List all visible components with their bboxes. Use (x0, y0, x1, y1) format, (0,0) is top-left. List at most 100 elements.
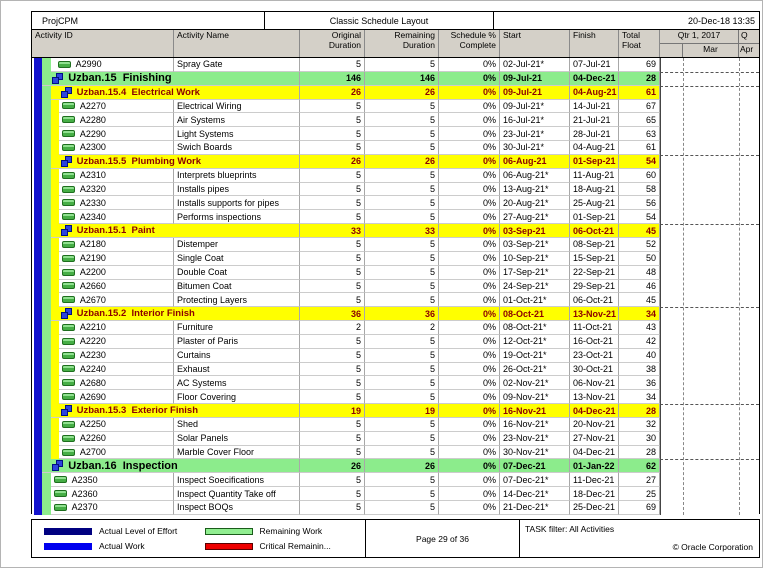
activity-name-cell: Protecting Layers (173, 293, 300, 308)
activity-row[interactable]: A2350 Inspect Soecifications 5 5 0% 07-Dec-21… (32, 473, 759, 488)
gantt-timeline-header: Qtr 1, 2017 Q Mar Apr (660, 30, 759, 57)
activity-id-cell: A2370 (50, 501, 174, 515)
wbs-band-strip (42, 307, 51, 322)
project-band-strip (34, 182, 43, 197)
activity-row[interactable]: A2200 Double Coat 5 5 0% 17-Sep-21* 22-Sep-21 4… (32, 265, 759, 280)
schedule-pct-cell: 0% (438, 237, 500, 252)
original-duration-cell: 5 (299, 58, 365, 72)
activity-row[interactable]: A2680 AC Systems 5 5 0% 02-Nov-21* 06-Nov-21 36 (32, 376, 759, 391)
activity-row[interactable]: A2660 Bitumen Coat 5 5 0% 24-Sep-21* 29-Sep-21… (32, 279, 759, 294)
group-row[interactable]: Uzban.15 Finishing 146 146 0% 09-Jul-21 04-De… (32, 71, 759, 86)
project-band-strip (34, 307, 43, 322)
activity-row[interactable]: A2690 Floor Covering 5 5 0% 09-Nov-21* 13-Nov-… (32, 390, 759, 405)
start-date-cell: 23-Jul-21* (499, 127, 570, 142)
schedule-pct-cell: 0% (438, 404, 500, 418)
activity-row[interactable]: A2370 Inspect BOQs 5 5 0% 21-Dec-21* 25-Dec-21… (32, 501, 759, 515)
remaining-duration-cell: 5 (364, 141, 439, 155)
activity-row[interactable]: A2320 Installs pipes 5 5 0% 13-Aug-21* 18-Aug-… (32, 182, 759, 197)
activity-row[interactable]: A2230 Curtains 5 5 0% 19-Oct-21* 23-Oct-21 40 (32, 348, 759, 363)
start-date-cell: 02-Jul-21* (499, 58, 570, 72)
activity-row[interactable]: A2240 Exhaust 5 5 0% 26-Oct-21* 30-Oct-21 38 (32, 362, 759, 377)
wbs-band-strip (42, 154, 51, 169)
activity-id-label: A2240 (79, 363, 106, 374)
group-label: Uzban.15.2 Interior Finish (76, 308, 195, 320)
finish-date-cell: 11-Oct-21 (569, 321, 619, 335)
activity-row[interactable]: A2270 Electrical Wiring 5 5 0% 09-Jul-21* 14-J… (32, 99, 759, 114)
start-date-cell: 13-Aug-21* (499, 182, 570, 197)
group-row[interactable]: Uzban.16 Inspection 26 26 0% 07-Dec-21 01-Jan… (32, 459, 759, 474)
activity-row[interactable]: A2190 Single Coat 5 5 0% 10-Sep-21* 15-Sep-21 5… (32, 251, 759, 266)
activity-bar-icon (61, 199, 75, 207)
table-body: A2990 Spray Gate 5 5 0% 02-Jul-21* 07-Jul-21 69… (32, 58, 759, 515)
activity-row[interactable]: A2990 Spray Gate 5 5 0% 02-Jul-21* 07-Jul-21 69 (32, 58, 759, 72)
activity-name-cell: AC Systems (173, 376, 300, 391)
wbs-band-strip (42, 127, 51, 142)
wbs-band-strip (42, 404, 51, 418)
activity-row[interactable]: A2340 Performs inspections 5 5 0% 27-Aug-21* 0… (32, 210, 759, 225)
activity-row[interactable]: A2250 Shed 5 5 0% 16-Nov-21* 20-Nov-21 32 (32, 417, 759, 432)
wbs-icon-front-square (60, 312, 68, 320)
row-main: A2300 Swich Boards 5 5 0% 30-Jul-21* 04-Aug-21… (58, 141, 660, 155)
row-main: Uzban.15.5 Plumbing Work 26 26 0% 06-Aug-21 0… (50, 154, 660, 169)
schedule-pct-cell: 0% (438, 445, 500, 460)
activity-row[interactable]: A2260 Solar Panels 5 5 0% 23-Nov-21* 27-Nov-21… (32, 431, 759, 446)
total-float-cell: 34 (618, 307, 660, 322)
start-date-cell: 02-Nov-21* (499, 376, 570, 391)
activity-row[interactable]: A2280 Air Systems 5 5 0% 16-Jul-21* 21-Jul-21 6… (32, 113, 759, 128)
activity-id-cell: A2670 (58, 293, 174, 308)
group-row[interactable]: Uzban.15.1 Paint 33 33 0% 03-Sep-21 06-Oct-21… (32, 224, 759, 238)
schedule-pct-cell: 0% (438, 348, 500, 363)
project-band-strip (34, 71, 43, 86)
activity-bar-icon (61, 379, 75, 387)
wbs-band-strip (42, 141, 51, 155)
activity-id-cell: A2340 (58, 210, 174, 225)
row-main: A2360 Inspect Quantity Take off 5 5 0% 14-Dec… (50, 487, 660, 501)
activity-row[interactable]: A2220 Plaster of Paris 5 5 0% 12-Oct-21* 16-Oc… (32, 334, 759, 349)
remaining-duration-cell: 5 (364, 99, 439, 114)
total-float-cell: 40 (618, 348, 660, 363)
activity-row[interactable]: A2180 Distemper 5 5 0% 03-Sep-21* 08-Sep-21 52 (32, 237, 759, 252)
row-main: A2180 Distemper 5 5 0% 03-Sep-21* 08-Sep-21 52 (58, 237, 660, 252)
activity-row[interactable]: A2290 Light Systems 5 5 0% 23-Jul-21* 28-Jul-2… (32, 127, 759, 142)
activity-id-cell: A2660 (58, 279, 174, 294)
wbs-icon-front-square (60, 159, 68, 167)
activity-row[interactable]: A2670 Protecting Layers 5 5 0% 01-Oct-21* 06-O… (32, 293, 759, 308)
gantt-cell (659, 99, 759, 114)
activity-row[interactable]: A2210 Furniture 2 2 0% 08-Oct-21* 11-Oct-21 43 (32, 321, 759, 335)
remaining-duration-cell: 5 (364, 279, 439, 294)
gantt-cell (659, 58, 759, 72)
original-duration-cell: 5 (299, 141, 365, 155)
activity-id-cell: A2210 (58, 321, 174, 335)
legend-item: Actual Level of Effort (44, 526, 205, 536)
activity-id-label: A2310 (79, 170, 106, 181)
task-filter: TASK filter: All Activities (525, 524, 615, 534)
original-duration-cell: 5 (299, 473, 365, 488)
group-row[interactable]: Uzban.15.5 Plumbing Work 26 26 0% 06-Aug-21 0… (32, 154, 759, 169)
row-main: A2990 Spray Gate 5 5 0% 02-Jul-21* 07-Jul-21 69 (50, 58, 660, 72)
wbs-icon-front-square (60, 409, 68, 417)
activity-row[interactable]: A2300 Swich Boards 5 5 0% 30-Jul-21* 04-Aug-21… (32, 141, 759, 155)
schedule-pct-cell: 0% (438, 293, 500, 308)
remaining-duration-cell: 5 (364, 265, 439, 280)
group-row[interactable]: Uzban.15.2 Interior Finish 36 36 0% 08-Oct-2… (32, 307, 759, 322)
legend-swatch (44, 542, 92, 550)
group-row[interactable]: Uzban.15.4 Electrical Work 26 26 0% 09-Jul-2… (32, 85, 759, 100)
schedule-pct-cell: 0% (438, 362, 500, 377)
activity-bar-icon (61, 130, 75, 138)
finish-date-cell: 18-Dec-21 (569, 487, 619, 501)
original-duration-cell: 5 (299, 445, 365, 460)
group-row[interactable]: Uzban.15.3 Exterior Finish 19 19 0% 16-Nov-2… (32, 404, 759, 418)
total-float-cell: 36 (618, 376, 660, 391)
activity-row[interactable]: A2310 Interprets blueprints 5 5 0% 06-Aug-21*… (32, 168, 759, 183)
activity-row[interactable]: A2360 Inspect Quantity Take off 5 5 0% 14-Dec… (32, 487, 759, 501)
remaining-duration-cell: 33 (364, 224, 439, 238)
total-float-cell: 69 (618, 501, 660, 515)
activity-id-label: A2680 (79, 377, 106, 388)
activity-row[interactable]: A2330 Installs supports for pipes 5 5 0% 20-A… (32, 196, 759, 211)
activity-row[interactable]: A2700 Marble Cover Floor 5 5 0% 30-Nov-21* 04-… (32, 445, 759, 460)
original-duration-cell: 19 (299, 404, 365, 418)
finish-date-cell: 22-Sep-21 (569, 265, 619, 280)
row-main: A2330 Installs supports for pipes 5 5 0% 20-A… (58, 196, 660, 211)
wbs-band-strip (42, 196, 51, 211)
row-main: Uzban.15 Finishing 146 146 0% 09-Jul-21 04-De… (42, 71, 660, 86)
